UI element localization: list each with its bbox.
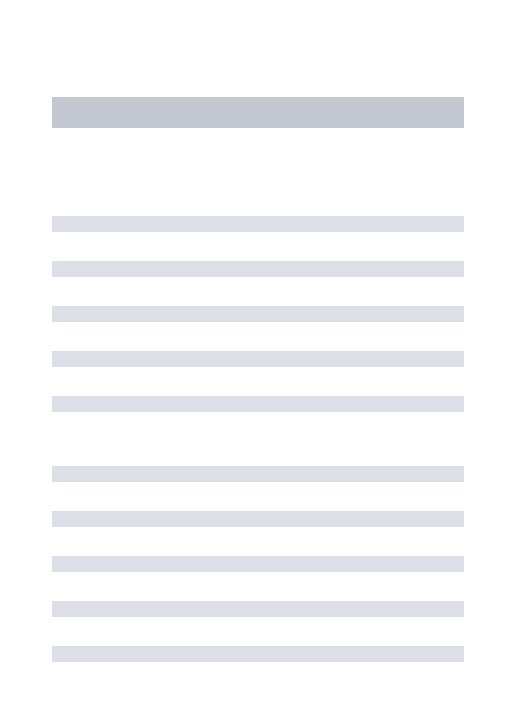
- skeleton-line: [52, 396, 464, 412]
- skeleton-line: [52, 261, 464, 277]
- skeleton-line: [52, 216, 464, 232]
- skeleton-line: [52, 646, 464, 662]
- skeleton-line: [52, 601, 464, 617]
- skeleton-title-bar: [52, 97, 464, 128]
- skeleton-line: [52, 511, 464, 527]
- skeleton-line: [52, 556, 464, 572]
- skeleton-line: [52, 306, 464, 322]
- skeleton-line: [52, 351, 464, 367]
- skeleton-line: [52, 466, 464, 482]
